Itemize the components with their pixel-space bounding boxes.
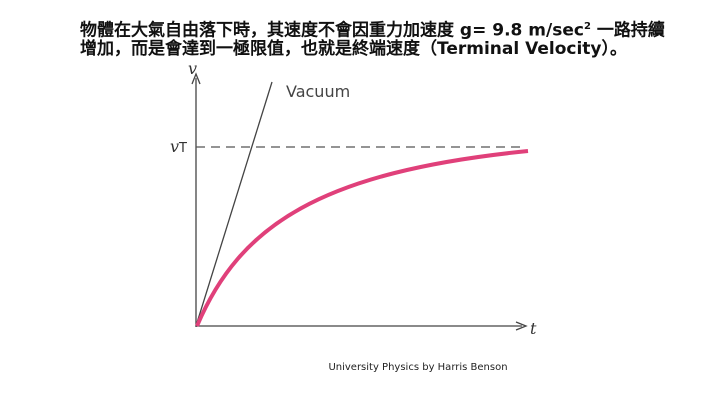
y-axis-label: v [188,59,197,78]
velocity-curve [195,149,529,327]
arrow [191,72,201,85]
superscript: 2 [583,21,591,32]
arrow [515,321,528,331]
text: 物體在大氣自由落下時，其速度不會因重力加速度 g= 9.8 m/sec [80,20,584,41]
terminal-label: vT [170,137,187,156]
caption: University Physics by Harris Benson [328,362,507,373]
subscript: T [178,141,187,156]
header-line: 增加，而是會達到一極限值，也就是終端速度（Terminal Velocity）。 [80,39,627,59]
header-line: 物體在大氣自由落下時，其速度不會因重力加速度 g= 9.8 m/sec2 一路持… [80,16,665,42]
text: 一路持續 [590,20,665,41]
vacuum-label: Vacuum [286,82,350,101]
text: v [170,137,179,156]
vacuum-line [195,81,273,327]
x-axis-label: t [530,319,537,338]
